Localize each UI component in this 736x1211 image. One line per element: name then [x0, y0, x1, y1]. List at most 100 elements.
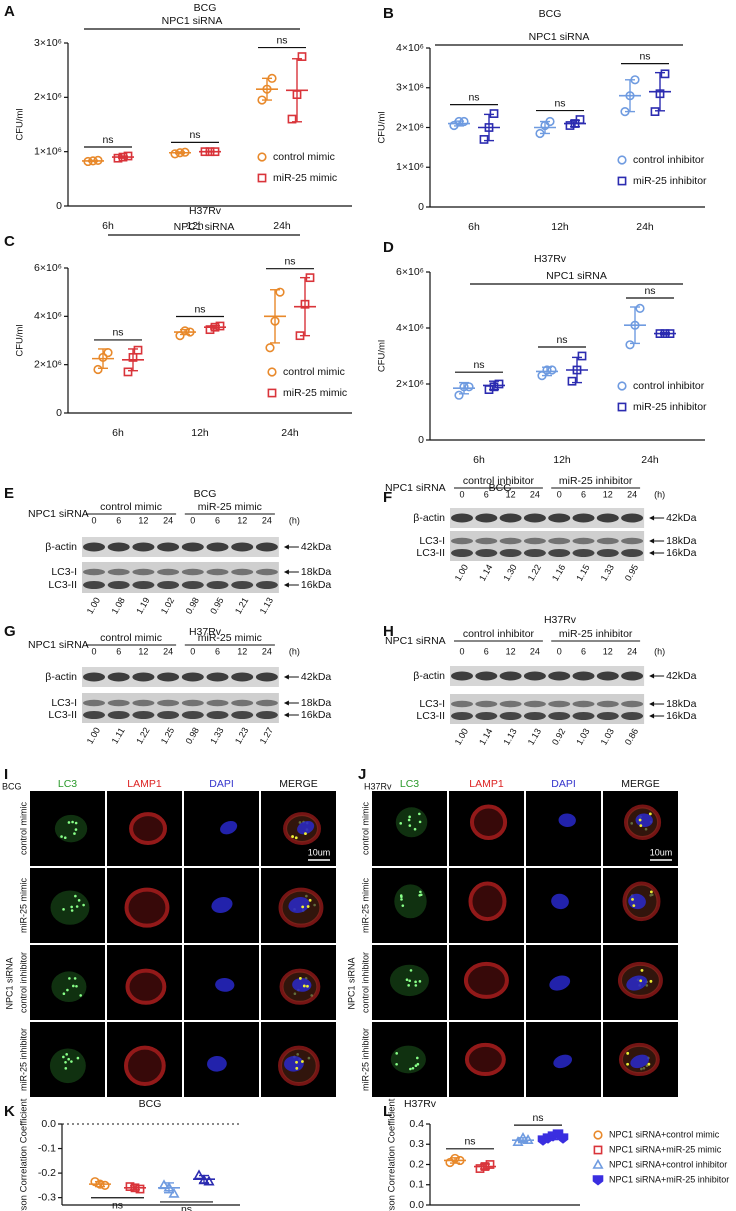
blot-band [475, 700, 498, 708]
blot-band [132, 699, 155, 707]
blot-band [596, 513, 619, 523]
arrow-head [649, 673, 655, 679]
ratio-label: 1.33 [208, 726, 225, 746]
blot-band [621, 671, 644, 681]
ratio-label: 1.23 [233, 726, 250, 746]
blot-band [451, 549, 473, 557]
arrow-head [649, 550, 655, 556]
size-label: 18kDa [666, 535, 697, 547]
blot-band [499, 549, 522, 557]
dapi-signal [551, 893, 569, 910]
blot-band [83, 699, 105, 707]
blot-band [499, 513, 522, 523]
legend-label: NPC1 siRNA+control inhibitor [609, 1159, 727, 1169]
blot-band [231, 542, 254, 552]
lane-label: 12 [603, 489, 613, 499]
ratio-label: 1.13 [526, 727, 543, 747]
panel-letter: G [4, 623, 16, 640]
lc3-puncta [62, 908, 65, 911]
dapi-signal [558, 813, 576, 827]
ratio-label: 1.14 [477, 563, 494, 583]
legend-label: control mimic [283, 366, 345, 378]
lc3-signal [394, 884, 427, 919]
panel-letter: H [383, 623, 394, 640]
x-tick-label: 6h [112, 427, 124, 439]
blot-band [451, 712, 473, 720]
blot-band [132, 711, 155, 719]
lc3-puncta [74, 821, 78, 825]
blot-band [231, 699, 254, 707]
condition-label: miR-25 inhibitor [18, 1028, 28, 1091]
lc3-puncta [414, 980, 417, 984]
blot-band [83, 711, 105, 719]
arrow-head [283, 544, 289, 550]
lane-label: 6 [581, 646, 586, 656]
blot-band [572, 700, 595, 708]
y-tick-label: 1×10⁶ [396, 161, 424, 173]
ratio-label: 1.22 [526, 563, 543, 583]
blot-band [451, 513, 473, 523]
blot-band [572, 513, 595, 523]
lc3-puncta [395, 1052, 399, 1055]
blot-band [157, 568, 180, 576]
dapi-signal [549, 975, 571, 991]
group-label: control mimic [100, 632, 162, 644]
lc3-puncta [419, 890, 422, 894]
blot-band [157, 542, 180, 552]
blot-band [596, 700, 619, 708]
y-tick-label: 0.0 [409, 1199, 424, 1211]
colocalized-puncta [291, 835, 294, 838]
ratio-label: 1.00 [453, 727, 470, 747]
channel-label: MERGE [621, 778, 660, 790]
significance-label: ns [532, 1112, 543, 1124]
ratio-label: 1.13 [501, 727, 518, 747]
lc3-puncta [74, 894, 77, 898]
arrow-head [283, 582, 289, 588]
lc3-puncta [418, 820, 422, 824]
lc3-puncta [75, 905, 79, 908]
y-tick-label: 4×10⁶ [396, 42, 424, 54]
blot-band [475, 671, 498, 681]
row-label: β-actin [45, 671, 77, 683]
lane-label: 24 [627, 646, 637, 656]
lane-label: 12 [603, 646, 613, 656]
data-point [557, 1133, 569, 1144]
size-label: 16kDa [301, 579, 332, 591]
legend-marker [592, 1158, 604, 1169]
treatment-label: NPC1 siRNA [385, 482, 446, 494]
group-label: NPC1 siRNA [162, 15, 223, 27]
legend-label: NPC1 siRNA+control mimic [609, 1129, 720, 1139]
lane-label: 24 [262, 515, 272, 525]
blot-band [523, 537, 546, 545]
blot-band [157, 672, 180, 682]
group-label: NPC1 siRNA [529, 31, 590, 43]
lane-label: 6 [484, 489, 489, 499]
data-point [193, 1169, 205, 1180]
panel-letter: J [358, 766, 366, 783]
lane-label: 6 [215, 515, 220, 525]
lc3-puncta [419, 893, 423, 897]
blot-band [475, 712, 498, 720]
blot-band [231, 568, 254, 576]
blot-band [523, 712, 546, 720]
lc3-signal [51, 971, 87, 1003]
lc3-puncta [416, 1062, 420, 1066]
unit-label: (h) [654, 489, 665, 499]
treatment-label: NPC1 siRNA [385, 635, 446, 647]
y-tick-label: 0.1 [409, 1179, 424, 1191]
lc3-puncta [70, 1060, 73, 1063]
blot-band [523, 700, 546, 708]
chart-title: H37Rv [404, 1098, 437, 1110]
legend-marker [267, 367, 277, 377]
dapi-signal [635, 813, 653, 827]
colocalized-puncta [301, 1060, 304, 1063]
data-point [454, 390, 464, 400]
blot-band [499, 712, 522, 720]
blot-band [107, 711, 130, 719]
condition-label: control mimic [18, 802, 28, 856]
lane-label: 12 [138, 646, 148, 656]
lc3-puncta [79, 994, 82, 997]
treatment-label: NPC1 siRNA [28, 639, 89, 651]
blot-band [548, 700, 571, 708]
lane-label: 0 [459, 489, 464, 499]
